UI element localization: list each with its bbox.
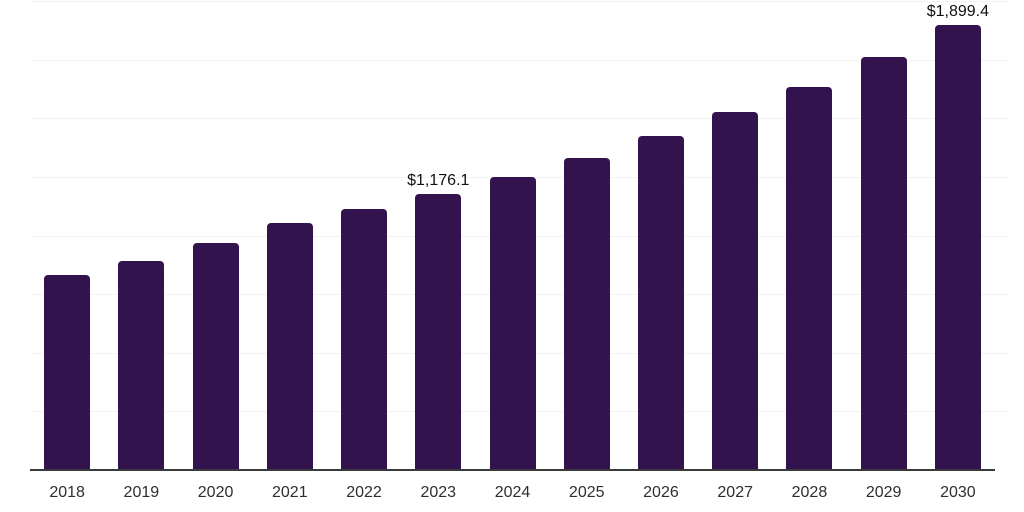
x-axis-label-2021: 2021 <box>272 484 308 501</box>
gridline-1500 <box>30 118 1010 120</box>
bar-2021 <box>266 222 313 470</box>
bar-2018 <box>44 275 91 470</box>
bar-2019 <box>118 261 165 470</box>
x-axis-label-2018: 2018 <box>49 484 85 501</box>
bar-2025 <box>563 157 610 470</box>
bar-2027 <box>712 112 759 470</box>
x-axis-label-2026: 2026 <box>643 484 679 501</box>
x-axis-label-2028: 2028 <box>791 484 828 501</box>
x-axis-label-2020: 2020 <box>197 484 234 501</box>
x-axis-line <box>30 469 995 471</box>
data-label-2030: $1,899.4 <box>926 2 990 20</box>
gridline-1750 <box>30 59 1010 61</box>
bar-2023 <box>415 194 462 470</box>
x-axis-label-2027: 2027 <box>717 484 753 501</box>
bar-2022 <box>341 209 388 470</box>
bar-2030 <box>934 24 981 470</box>
x-axis-label-2029: 2029 <box>865 484 902 501</box>
bar-2020 <box>192 243 239 470</box>
gridline-2000 <box>30 1 1010 2</box>
x-axis-label-2022: 2022 <box>346 484 382 501</box>
bar-2028 <box>786 86 833 470</box>
bar-2029 <box>860 56 907 470</box>
data-label-2023: $1,176.1 <box>407 172 470 190</box>
x-axis-label-2025: 2025 <box>568 484 605 501</box>
x-axis-label-2024: 2024 <box>494 484 531 501</box>
x-axis-label-2030: 2030 <box>940 484 976 501</box>
bar-2024 <box>489 176 536 470</box>
x-axis-label-2019: 2019 <box>123 484 160 501</box>
bar-2026 <box>637 135 684 470</box>
x-axis-label-2023: 2023 <box>420 484 457 501</box>
